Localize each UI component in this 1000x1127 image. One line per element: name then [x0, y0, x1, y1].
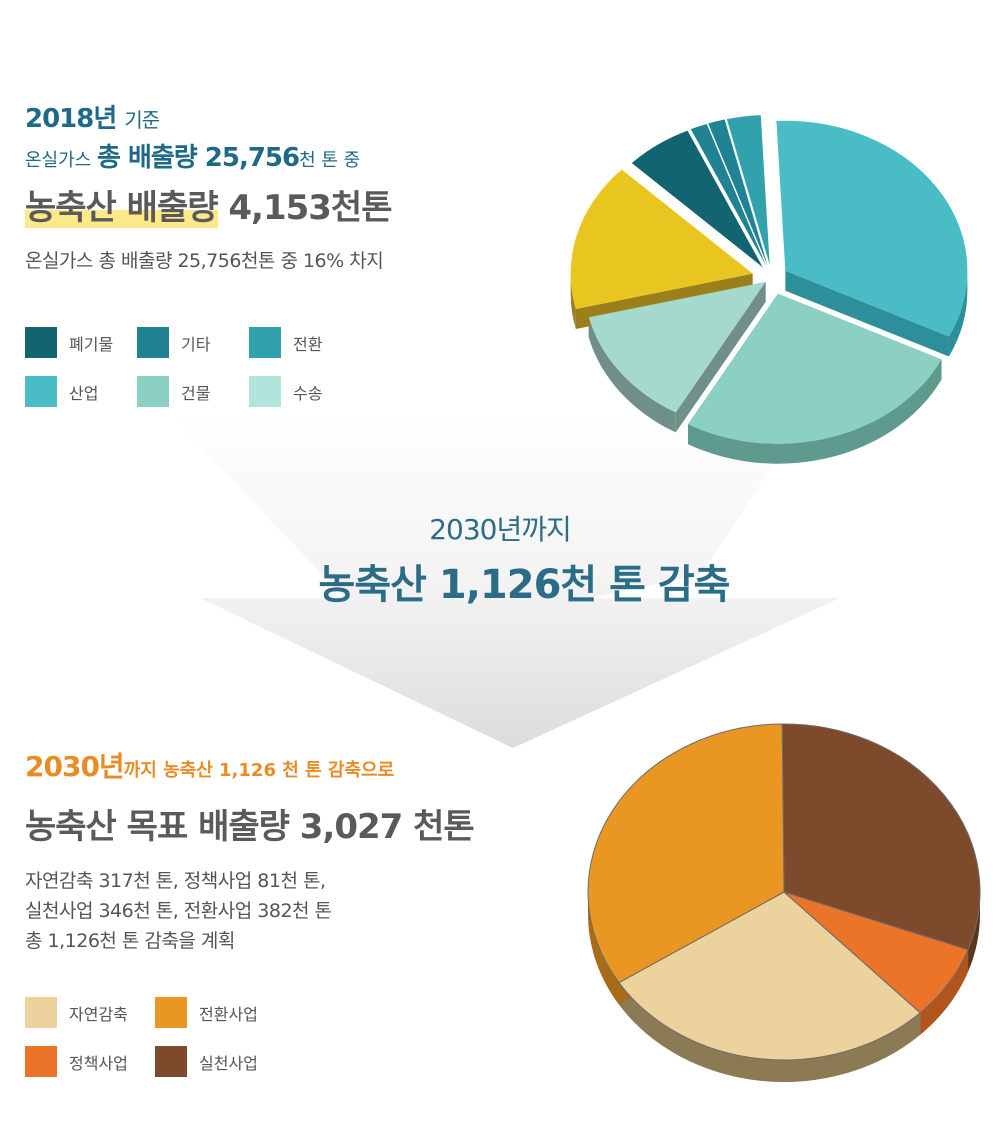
year-2018-label: 2018년 기준 — [25, 102, 585, 137]
pie-slice — [618, 891, 921, 1061]
headline-value: 4,153천톤 — [228, 188, 392, 228]
legend-label: 산업 — [69, 383, 99, 403]
pie-slice-side — [688, 359, 942, 464]
desc-line: 실천사업 346천 톤, 전환사업 382천 톤 — [25, 900, 332, 922]
year-suffix: 기준 — [124, 108, 160, 132]
year-text: 2018년 — [25, 104, 117, 134]
legend-swatch — [137, 327, 169, 358]
pie-slice-side — [948, 270, 968, 357]
pie-slice — [690, 123, 767, 266]
legend-swatch — [137, 376, 169, 407]
pie-slice — [587, 723, 785, 984]
legend-label: 기타 — [181, 334, 211, 354]
transition-title: 농축산 1,126천 톤 감축 — [318, 562, 731, 608]
pie-slice-side — [570, 273, 576, 330]
total-main: 총 배출량 25,756 — [96, 143, 300, 173]
target-emission-headline: 농축산 목표 배출량 3,027 천톤 — [25, 807, 475, 847]
pie-chart-2018 — [570, 115, 968, 464]
transition-subtitle: 2030년까지 — [429, 513, 572, 546]
legend-item: 정책사업 — [25, 1046, 155, 1077]
legend-swatch — [249, 376, 281, 407]
legend-2018: 폐기물 기타 전환 산업 건물 수송 — [25, 327, 361, 407]
legend-swatch — [155, 997, 187, 1028]
total-suffix: 천 톤 중 — [299, 150, 361, 171]
legend-item: 폐기물 — [25, 327, 137, 358]
desc-line: 총 1,126천 톤 감축을 계획 — [25, 930, 235, 952]
pie-slice — [631, 130, 763, 268]
pie-chart-2030 — [587, 723, 981, 1082]
pie-slice-side — [920, 949, 969, 1035]
legend-item: 산업 — [25, 376, 137, 407]
legend-swatch — [25, 997, 57, 1028]
legend-item: 건물 — [137, 376, 249, 407]
section-2018: 2018년 기준 온실가스 총 배출량 25,756천 톤 중 농축산 배출량 … — [25, 102, 585, 273]
total-prefix: 온실가스 — [25, 150, 92, 171]
year-text: 2030년 — [25, 750, 125, 783]
pie-slice-side — [968, 892, 980, 972]
legend-label: 실천사업 — [199, 1053, 258, 1073]
legend-label: 자연감축 — [69, 1004, 128, 1024]
total-emission-line: 온실가스 총 배출량 25,756천 톤 중 — [25, 141, 585, 178]
pie-slice — [776, 120, 968, 337]
legend-swatch — [25, 327, 57, 358]
legend-item: 자연감축 — [25, 997, 155, 1028]
year-2030-label: 2030년까지 농축산 1,126 천 톤 감축으로 — [25, 745, 585, 785]
pie-slice-wall — [785, 270, 949, 357]
legend-label: 수송 — [293, 383, 323, 403]
legend-item: 실천사업 — [155, 1046, 285, 1077]
legend-label: 정책사업 — [69, 1053, 128, 1073]
agri-emission-headline: 농축산 배출량 4,153천톤 — [25, 186, 585, 230]
legend-swatch — [25, 1046, 57, 1077]
pie-slice — [688, 293, 942, 444]
legend-item: 수송 — [249, 376, 361, 407]
section2-description: 자연감축 317천 톤, 정책사업 81천 톤, 실천사업 346천 톤, 전환… — [25, 866, 585, 956]
legend-item: 전환사업 — [155, 997, 285, 1028]
legend-swatch — [155, 1046, 187, 1077]
pie-slice-side — [618, 982, 921, 1082]
legend-label: 건물 — [181, 383, 211, 403]
pie-slice — [726, 115, 770, 265]
pie-slice-side — [588, 892, 619, 1005]
pie-slice — [588, 281, 766, 413]
legend-label: 전환사업 — [199, 1004, 258, 1024]
headline-highlight: 농축산 배출량 — [25, 188, 219, 228]
pie-slice-wall — [675, 281, 766, 433]
legend-label: 전환 — [293, 334, 323, 354]
legend-swatch — [25, 376, 57, 407]
section1-description: 온실가스 총 배출량 25,756천톤 중 16% 차지 — [25, 250, 384, 272]
section-2030: 2030년까지 농축산 1,126 천 톤 감축으로 농축산 목표 배출량 3,… — [25, 745, 585, 956]
legend-item: 기타 — [137, 327, 249, 358]
legend-label: 폐기물 — [69, 334, 114, 354]
legend-2030: 자연감축 전환사업 정책사업 실천사업 — [25, 997, 285, 1077]
year-suffix: 까지 농축산 1,126 천 톤 감축으로 — [123, 760, 395, 781]
desc-line: 자연감축 317천 톤, 정책사업 81천 톤, — [25, 870, 326, 892]
legend-item: 전환 — [249, 327, 361, 358]
pie-slice-side — [588, 317, 676, 433]
legend-swatch — [249, 327, 281, 358]
pie-slice — [570, 169, 753, 310]
pie-slice — [781, 723, 981, 951]
pie-slice — [708, 119, 768, 266]
